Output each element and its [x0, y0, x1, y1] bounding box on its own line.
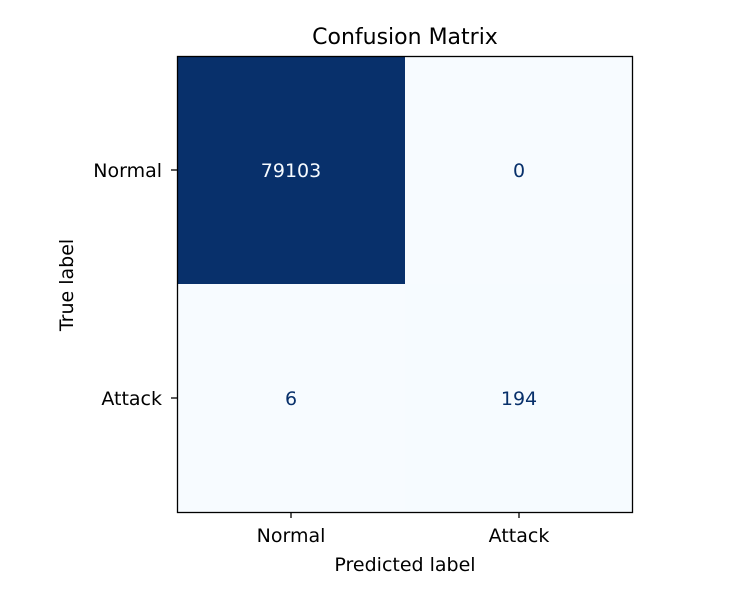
- y-tick-label: Attack: [101, 388, 162, 410]
- y-axis-label: True label: [56, 239, 78, 332]
- heatmap-cell: [177, 56, 405, 284]
- cell-value-label: 194: [501, 388, 537, 410]
- y-tick-label: Normal: [93, 160, 162, 182]
- chart-title: Confusion Matrix: [312, 25, 498, 50]
- x-tick-label: Attack: [489, 525, 550, 547]
- plot-frame: [176, 55, 634, 514]
- heatmap-cell: [177, 284, 405, 512]
- x-tick-label: Normal: [257, 525, 326, 547]
- cell-value-label: 0: [513, 160, 525, 182]
- x-axis-label: Predicted label: [334, 554, 475, 576]
- cell-value-label: 79103: [261, 160, 321, 182]
- heatmap-cell: [405, 56, 633, 284]
- x-axis-ticks: Normal Attack: [257, 512, 550, 547]
- heatmap-cell: [405, 284, 633, 512]
- y-axis-ticks: Normal Attack: [93, 160, 177, 410]
- cell-value-label: 6: [285, 388, 297, 410]
- cell-value-labels: 79103 0 6 194: [261, 160, 537, 410]
- heatmap-cells: [177, 56, 633, 512]
